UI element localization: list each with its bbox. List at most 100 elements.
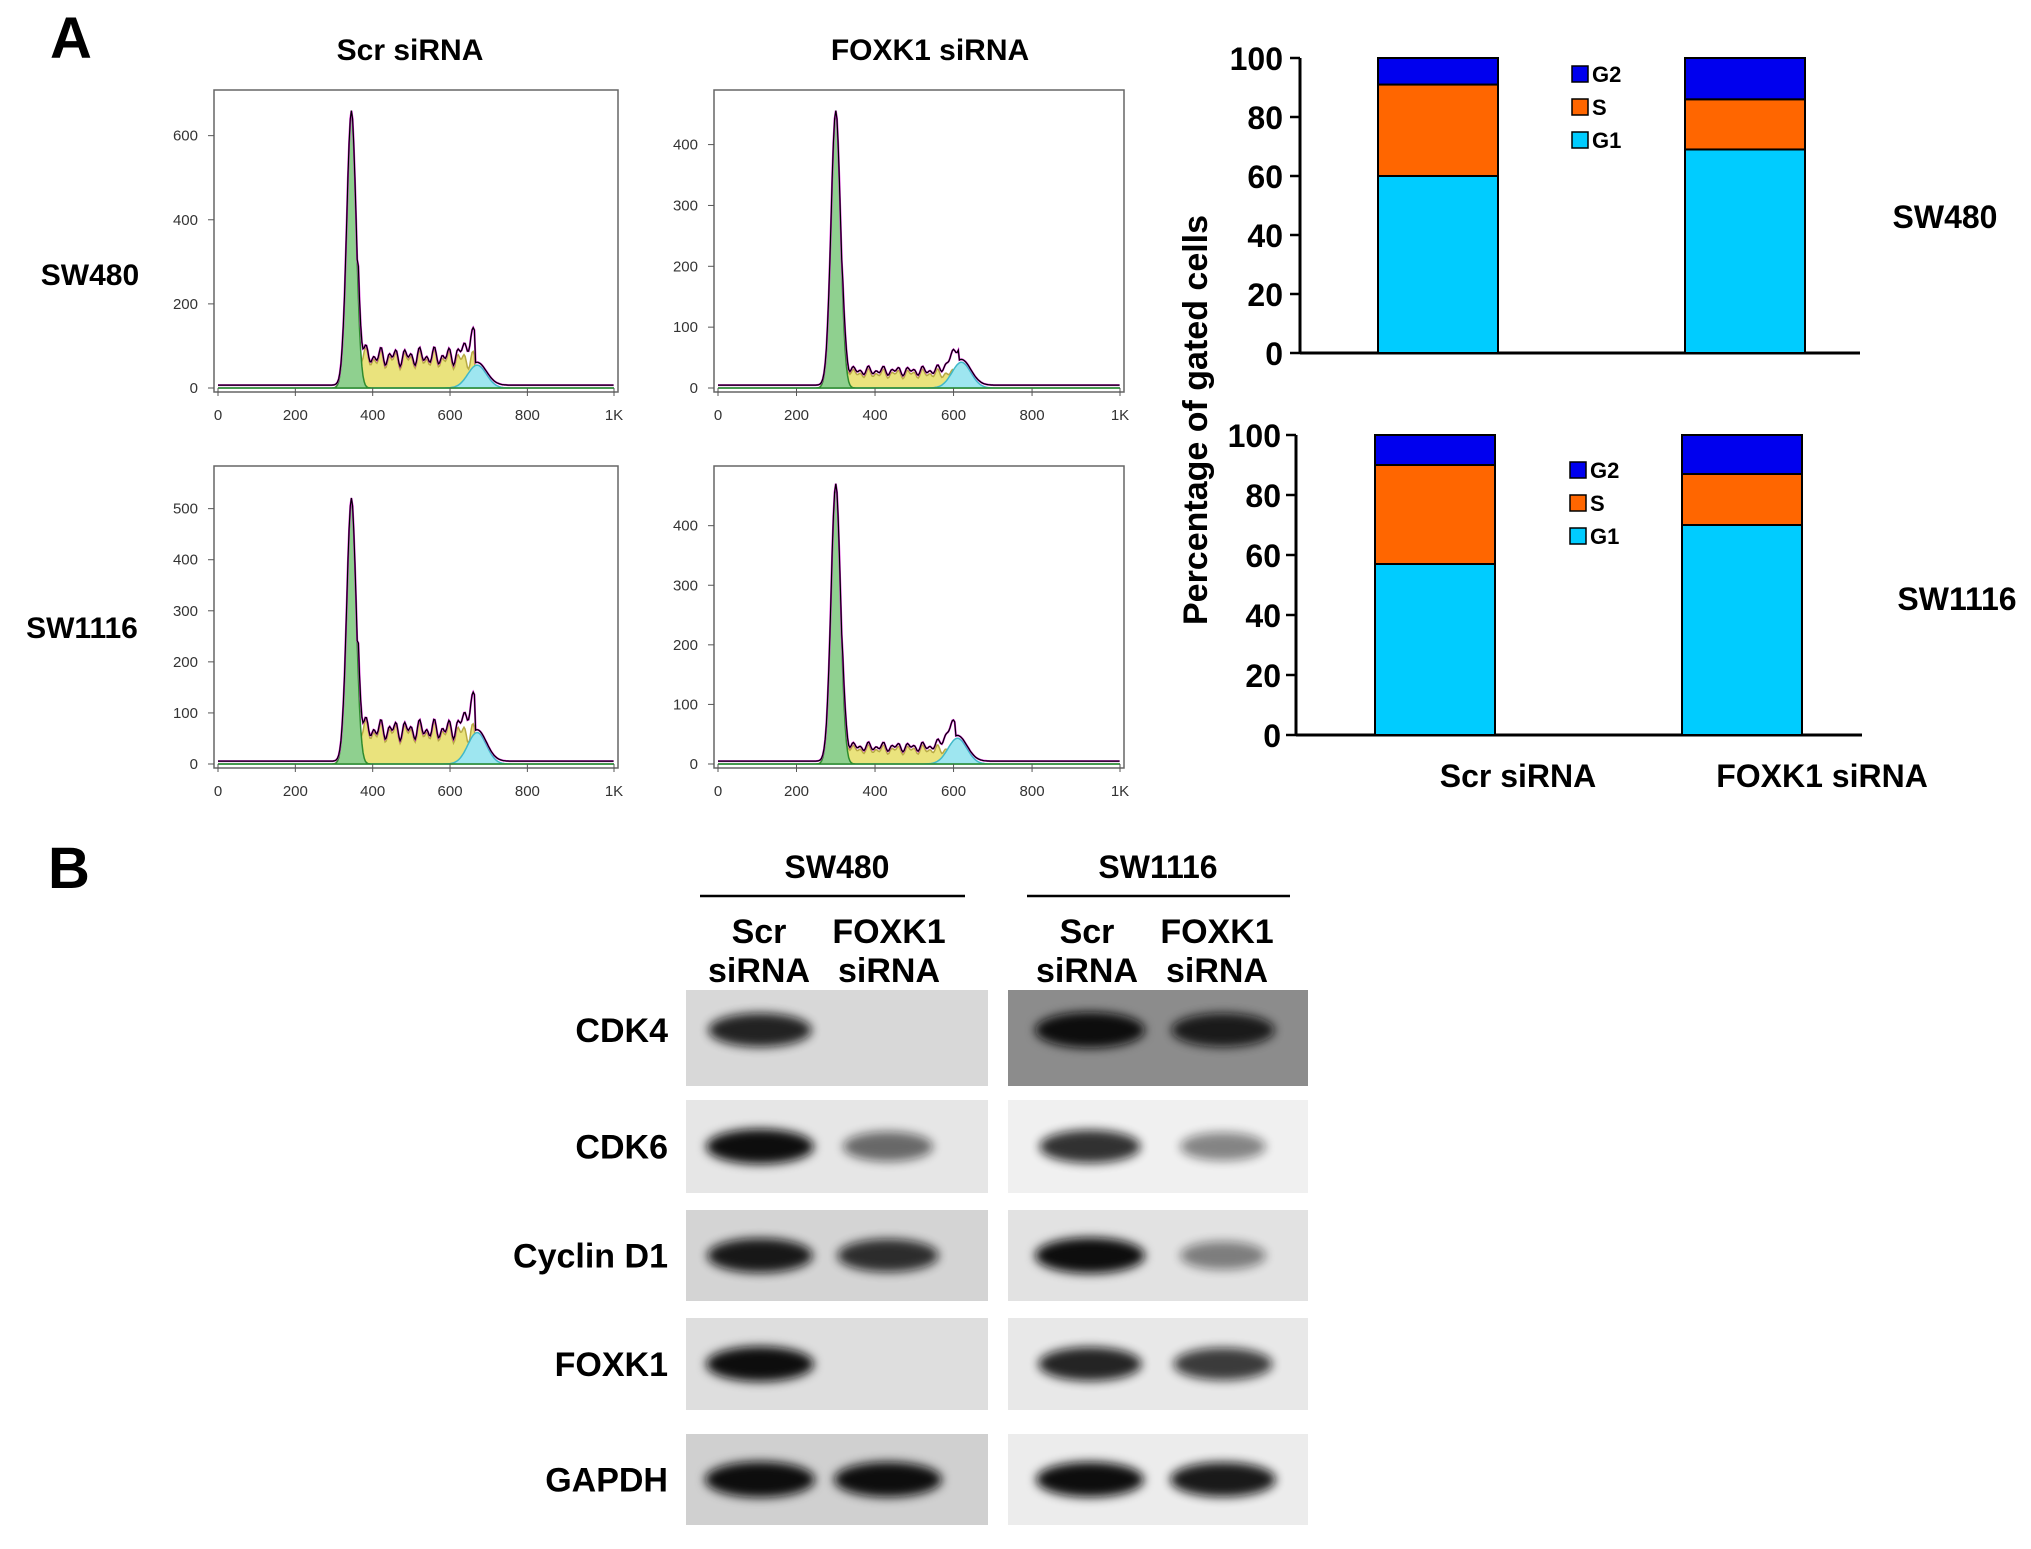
blot-band	[834, 1461, 942, 1498]
stacked-bar-chart-sw1116: 0 20 40 60 80 100 G2 S G1	[1228, 418, 1862, 754]
bar-y-tick-label: 80	[1247, 100, 1283, 136]
histogram-x-tick-label: 0	[214, 783, 222, 800]
histogram-fit-curve	[718, 110, 1120, 387]
legend-swatch-s	[1569, 494, 1587, 512]
blot-protein-label: Cyclin D1	[513, 1238, 668, 1276]
legend-label-s: S	[1592, 95, 1607, 120]
histogram-frame	[713, 465, 1125, 769]
histogram-sw480-scr: 0 200 400 600 800 1K 0 200 400 600	[173, 89, 623, 424]
blot-band	[1173, 1347, 1273, 1381]
legend-swatch-g1	[1571, 131, 1589, 149]
blot-band	[707, 1238, 813, 1273]
histogram-g1-peak	[718, 486, 1120, 765]
histogram-y-tick-label: 100	[173, 705, 198, 722]
histogram-y-tick-label: 200	[173, 296, 198, 313]
blot-band	[1035, 1012, 1145, 1048]
blot-protein-label: CDK4	[575, 1012, 668, 1050]
bar-y-tick-label: 60	[1245, 538, 1281, 574]
histogram-x-tick-label: 800	[1020, 783, 1045, 800]
blot-protein-label: FOXK1	[555, 1346, 668, 1384]
legend-label-s: S	[1590, 491, 1605, 516]
histogram-s-phase	[218, 346, 614, 389]
histogram-g1-peak	[218, 113, 614, 389]
bar-y-tick-label: 100	[1230, 41, 1283, 77]
histogram-x-tick-label: 0	[714, 407, 722, 424]
histogram-x-tick-label: 1K	[605, 783, 623, 800]
blot-band	[1170, 1462, 1276, 1497]
panel-b-letter: B	[48, 836, 90, 901]
histogram-sw1116-scr: 0 200 400 600 800 1K 0 100 200 300 400 500	[173, 465, 623, 800]
bar-segment-s	[1374, 464, 1496, 565]
bar-y-tick-label: 0	[1265, 336, 1283, 372]
histogram-frame	[713, 89, 1125, 393]
histogram-x-tick-label: 1K	[605, 407, 623, 424]
histogram-s-phase	[218, 719, 614, 765]
bar-y-tick-label: 20	[1247, 277, 1283, 313]
blot-band	[705, 1461, 815, 1498]
bar-y-tick-label: 20	[1245, 658, 1281, 694]
lane-label-sw480-foxk1-2: siRNA	[838, 952, 940, 990]
blot-band	[706, 1346, 814, 1382]
histogram-g1-peak	[718, 113, 1120, 389]
legend-label-g2: G2	[1590, 458, 1619, 483]
histogram-y-tick-label: 300	[673, 197, 698, 214]
bar-side-label-sw1116: SW1116	[1897, 581, 2016, 617]
legend-swatch-s	[1571, 98, 1589, 116]
blot-band	[837, 1238, 939, 1273]
legend-label-g1: G1	[1590, 524, 1619, 549]
bar-x-label-scr: Scr siRNA	[1440, 758, 1597, 794]
lane-label-sw480-scr-2: siRNA	[708, 952, 810, 990]
lane-label-sw480-foxk1-1: FOXK1	[832, 913, 945, 951]
histogram-x-tick-label: 400	[360, 783, 385, 800]
histogram-x-tick-label: 200	[784, 407, 809, 424]
histogram-x-tick-label: 600	[941, 783, 966, 800]
histogram-x-tick-label: 600	[941, 407, 966, 424]
bar-segment-g2	[1374, 434, 1496, 466]
histogram-x-tick-label: 400	[863, 407, 888, 424]
histogram-data-curve	[718, 110, 1120, 386]
panel-a-letter: A	[50, 6, 92, 71]
lane-label-sw1116-scr-2: siRNA	[1036, 952, 1138, 990]
histogram-y-tick-label: 400	[673, 518, 698, 535]
legend-label-g2: G2	[1592, 62, 1621, 87]
bar-y-tick-label: 80	[1245, 478, 1281, 514]
lane-label-sw1116-scr-1: Scr	[1060, 913, 1115, 951]
blot-band	[1036, 1461, 1144, 1498]
histogram-x-tick-label: 800	[515, 407, 540, 424]
blot-group-sw1116: SW1116	[1098, 849, 1217, 885]
histogram-y-tick-label: 0	[190, 380, 198, 397]
bar-segment-g2	[1684, 57, 1806, 101]
histogram-frame	[213, 465, 619, 769]
histogram-y-tick-label: 100	[673, 696, 698, 713]
bar-side-label-sw480: SW480	[1893, 199, 1998, 235]
blot-band	[1180, 1241, 1266, 1270]
histogram-y-tick-label: 200	[173, 654, 198, 671]
lane-label-sw1116-foxk1-1: FOXK1	[1160, 913, 1273, 951]
bar-segment-s	[1681, 473, 1803, 526]
histogram-x-tick-label: 200	[283, 783, 308, 800]
histogram-y-tick-label: 400	[673, 137, 698, 154]
bar-x-label-foxk1: FOXK1 siRNA	[1716, 758, 1928, 794]
histogram-fit-curve	[218, 497, 614, 763]
histogram-x-tick-label: 400	[360, 407, 385, 424]
histogram-data-curve	[218, 110, 614, 386]
blot-band	[1180, 1132, 1266, 1161]
western-blot-panel: CDK4 CDK6 Cyclin D1 FOXK1 GAPDH	[513, 990, 1308, 1525]
bar-y-tick-label: 0	[1263, 718, 1281, 754]
blot-band	[842, 1131, 934, 1162]
legend-swatch-g2	[1571, 65, 1589, 83]
bar-segment-g1	[1681, 524, 1803, 736]
histogram-y-tick-label: 500	[173, 501, 198, 518]
blot-protein-label: CDK6	[575, 1129, 668, 1167]
histogram-x-tick-label: 600	[438, 407, 463, 424]
lane-label-sw480-scr-1: Scr	[732, 913, 787, 951]
row-label-sw1116: SW1116	[26, 612, 138, 645]
blot-band	[1171, 1013, 1275, 1047]
lane-label-sw1116-foxk1-2: siRNA	[1166, 952, 1268, 990]
histogram-y-tick-label: 400	[173, 212, 198, 229]
histogram-x-tick-label: 200	[283, 407, 308, 424]
histogram-x-tick-label: 800	[515, 783, 540, 800]
histogram-y-tick-label: 0	[690, 380, 698, 397]
blot-band	[706, 1128, 814, 1165]
bar-segment-g1	[1377, 175, 1499, 354]
